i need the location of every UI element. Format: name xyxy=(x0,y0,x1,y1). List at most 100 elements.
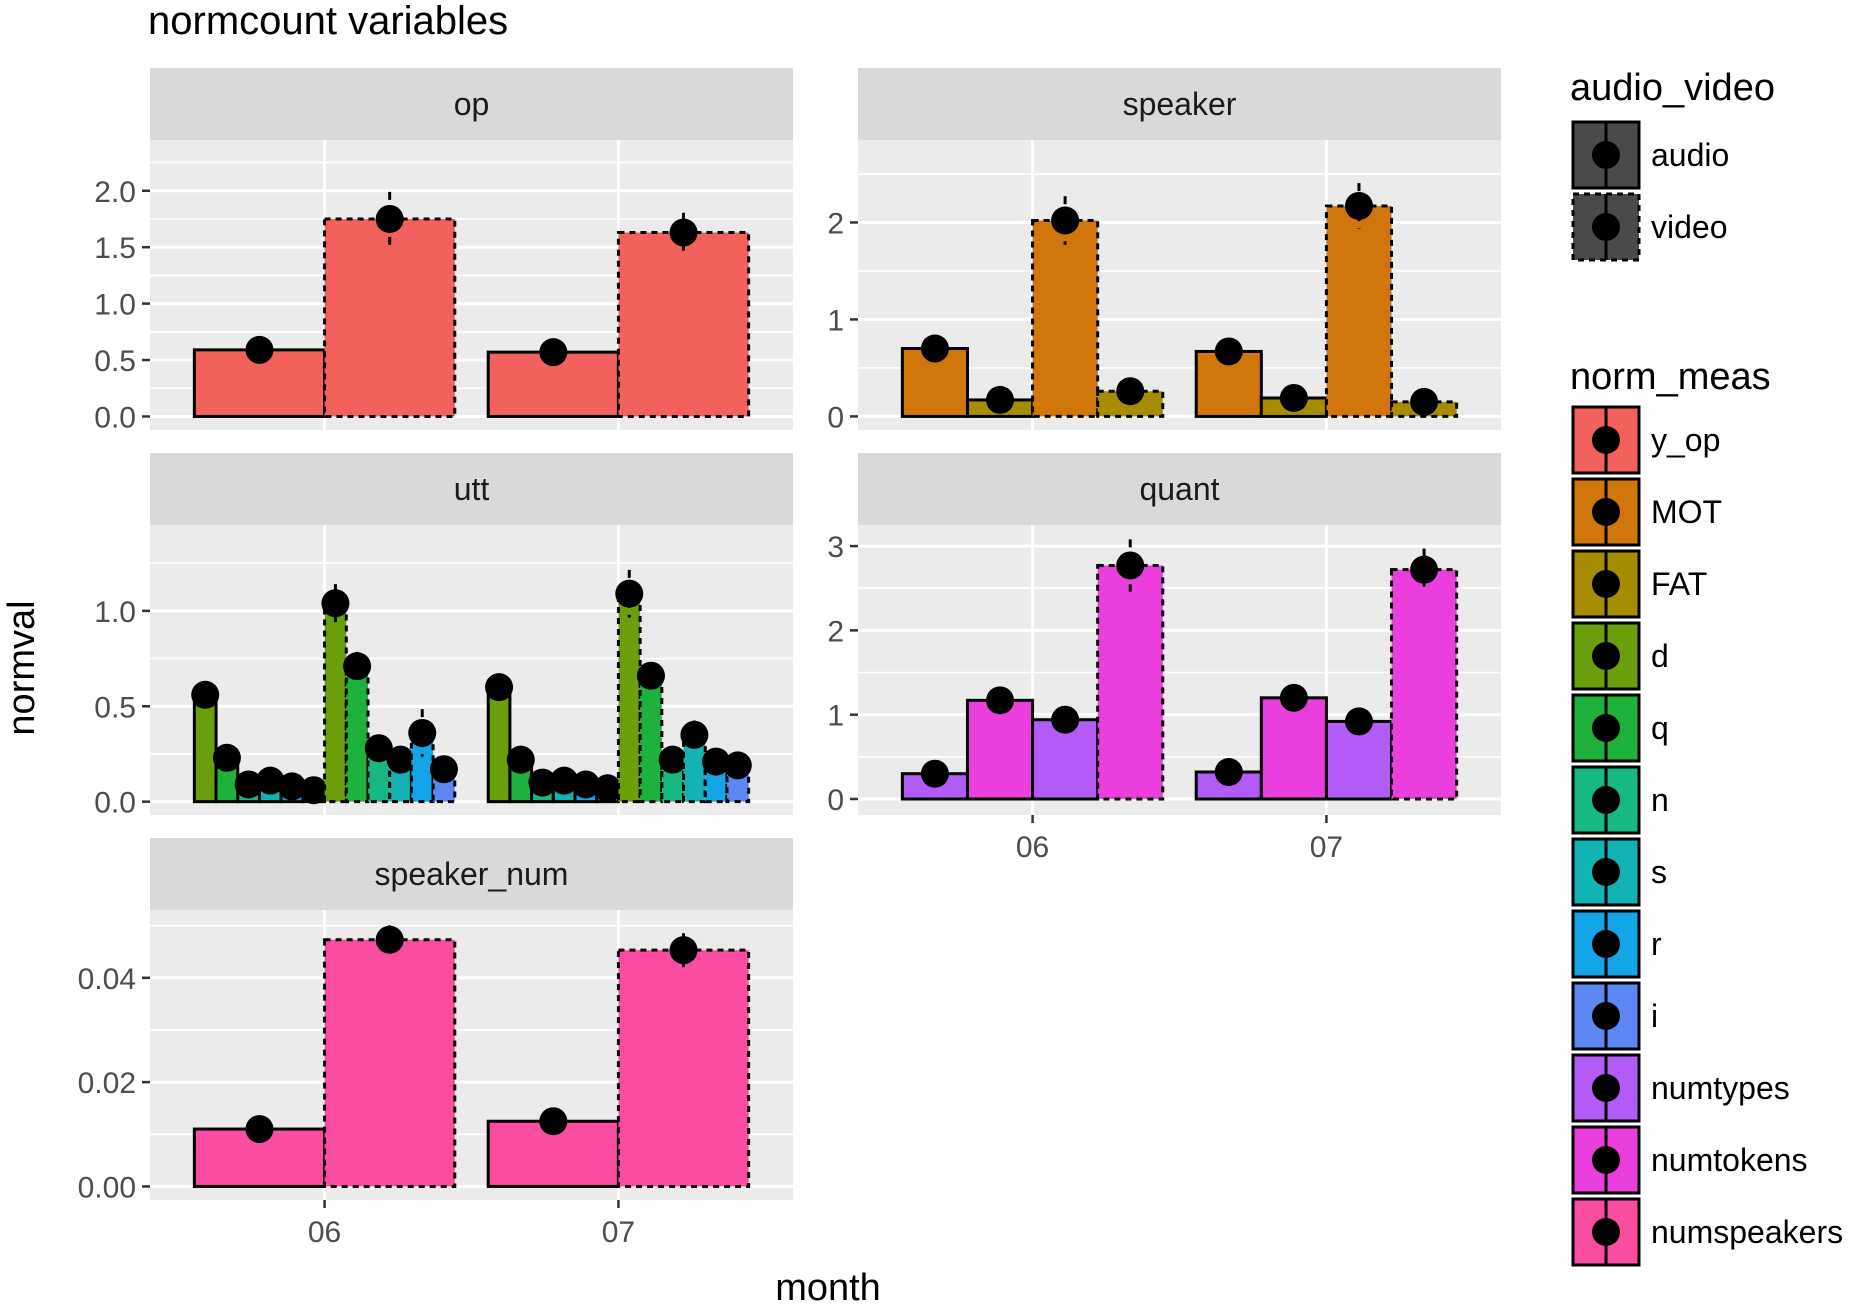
legend-label-n: n xyxy=(1651,782,1669,818)
legend-key-point xyxy=(1592,1218,1620,1246)
y-tick-label: 0.00 xyxy=(78,1171,136,1204)
chart-title: normcount variables xyxy=(148,0,508,43)
bar-q-video-06 xyxy=(344,664,370,804)
panel-quant: quant 0 1 2 3 xyxy=(827,453,1501,817)
y-tick-label: 2 xyxy=(827,615,844,648)
strip-label: quant xyxy=(1139,471,1219,507)
y-tick-label: 1.0 xyxy=(94,289,136,322)
bar-d-audio-07 xyxy=(486,685,512,804)
mean-point xyxy=(212,743,241,772)
y-axis-title: normval xyxy=(1,600,43,735)
legend-label-d: d xyxy=(1651,638,1669,674)
facet-panels: op 0.0 0.5 1.0 1.5 2.0 speaker 0 1 2 utt 0.0 0.5 1.0 q… xyxy=(78,68,1501,1249)
mean-point xyxy=(278,772,307,801)
y-tick-label: 0 xyxy=(827,784,844,817)
mean-point xyxy=(1410,387,1439,416)
mean-point xyxy=(528,768,557,797)
y-tick-label: 1 xyxy=(827,700,844,733)
legend-key-point xyxy=(1592,1146,1620,1174)
panel-utt: utt 0.0 0.5 1.0 xyxy=(94,453,793,820)
mean-point xyxy=(364,734,393,763)
mean-point xyxy=(191,680,220,709)
mean-point xyxy=(1279,683,1308,712)
bar-d-audio-06 xyxy=(192,693,218,804)
legend-label-MOT: MOT xyxy=(1651,494,1722,530)
mean-point xyxy=(299,776,328,805)
legend-title-norm-meas: norm_meas xyxy=(1570,356,1771,398)
mean-point xyxy=(920,334,949,363)
legend-key-point xyxy=(1592,141,1620,169)
mean-point xyxy=(723,751,752,780)
x-tick-label: 07 xyxy=(1310,831,1343,864)
bar-numtokens-audio-06 xyxy=(965,698,1035,801)
mean-point xyxy=(539,1107,568,1136)
strip-label: speaker xyxy=(1123,86,1237,122)
panel-speaker_num: speaker_num 0.00 0.02 0.04 xyxy=(78,838,793,1204)
legend-label-y_op: y_op xyxy=(1651,422,1720,458)
bar-y_op-video-07 xyxy=(616,231,751,418)
mean-point xyxy=(256,766,285,795)
mean-point xyxy=(669,936,698,965)
legend-key-point xyxy=(1592,858,1620,886)
mean-point xyxy=(245,335,274,364)
mean-point xyxy=(1116,377,1145,406)
mean-point xyxy=(1214,758,1243,787)
legend-key-point xyxy=(1592,786,1620,814)
y-tick-label: 2.0 xyxy=(94,176,136,209)
mean-point xyxy=(429,755,458,784)
mean-point xyxy=(1051,206,1080,235)
mean-point xyxy=(658,745,687,774)
mean-point xyxy=(1344,191,1373,220)
bar-numtokens-audio-07 xyxy=(1259,696,1328,801)
mean-point xyxy=(1051,705,1080,734)
strip-label: op xyxy=(454,86,490,122)
legend-label-q: q xyxy=(1651,710,1669,746)
mean-point xyxy=(1410,555,1439,584)
mean-point xyxy=(636,661,665,690)
bar-numspeakers-video-06 xyxy=(323,938,457,1188)
x-tick-label: 07 xyxy=(602,1216,635,1249)
strip-background xyxy=(858,68,1501,140)
legend-label-FAT: FAT xyxy=(1651,566,1707,602)
mean-point xyxy=(408,718,437,747)
legend-label-i: i xyxy=(1651,998,1658,1034)
legend-key-point xyxy=(1592,426,1620,454)
legend-label-audio: audio xyxy=(1651,137,1729,173)
strip-background xyxy=(858,453,1501,525)
legend-key-point xyxy=(1592,1002,1620,1030)
legend-label-numtypes: numtypes xyxy=(1651,1070,1790,1106)
y-tick-label: 0.0 xyxy=(94,401,136,434)
y-tick-label: 0.5 xyxy=(94,691,136,724)
bar-d-video-07 xyxy=(616,592,642,804)
bar-y_op-video-06 xyxy=(323,217,457,418)
mean-point xyxy=(615,579,644,608)
mean-point xyxy=(506,745,535,774)
mean-point xyxy=(1279,383,1308,412)
mean-point xyxy=(485,673,514,702)
y-tick-label: 0.0 xyxy=(94,787,136,820)
mean-point xyxy=(1116,551,1145,580)
legend-title-audio-video: audio_video xyxy=(1570,67,1775,109)
mean-point xyxy=(986,385,1015,414)
panel-op: op 0.0 0.5 1.0 1.5 2.0 xyxy=(94,68,793,434)
bar-q-video-07 xyxy=(638,674,664,804)
mean-point xyxy=(245,1115,274,1144)
mean-point xyxy=(702,747,731,776)
y-tick-label: 2 xyxy=(827,207,844,240)
legend-label-r: r xyxy=(1651,926,1662,962)
strip-background xyxy=(150,838,793,910)
legend-key-point xyxy=(1592,930,1620,958)
y-tick-label: 1 xyxy=(827,304,844,337)
legend-key-point xyxy=(1592,213,1620,241)
y-tick-label: 0 xyxy=(827,401,844,434)
y-tick-label: 1.5 xyxy=(94,232,136,265)
mean-point xyxy=(1214,337,1243,366)
legend-key-point xyxy=(1592,498,1620,526)
y-tick-label: 0.5 xyxy=(94,345,136,378)
legend-key-point xyxy=(1592,570,1620,598)
x-axis-title: month xyxy=(775,1267,881,1305)
mean-point xyxy=(343,652,372,681)
bar-MOT-audio-07 xyxy=(1194,349,1263,418)
bar-MOT-video-06 xyxy=(1031,219,1100,418)
